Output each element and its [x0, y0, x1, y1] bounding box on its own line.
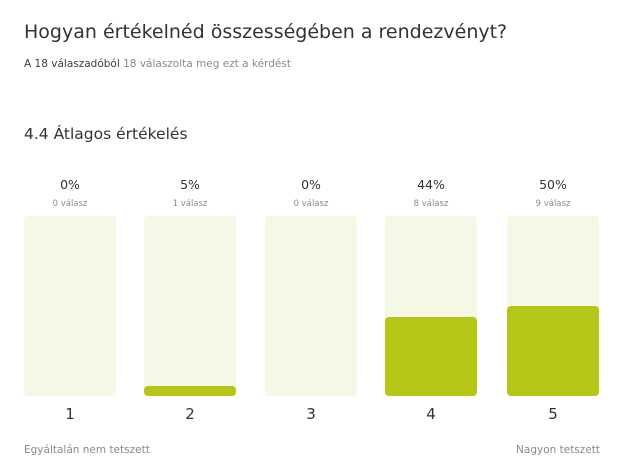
bar-track	[385, 216, 477, 396]
scale-high-label: Nagyon tetszett	[516, 444, 600, 456]
category-label: 3	[306, 405, 316, 423]
bar-percent-label: 50%	[539, 177, 567, 192]
bar-count-label: 8 válasz	[413, 199, 449, 209]
scale-low-label: Egyáltalán nem tetszett	[24, 444, 150, 456]
bar-fill	[507, 306, 599, 396]
category-label: 1	[65, 405, 75, 423]
bar-count-label: 0 válasz	[52, 199, 88, 209]
average-rating: 4.4 Átlagos értékelés	[24, 125, 188, 143]
answered-text: válaszolta meg ezt a kérdést	[139, 58, 291, 70]
bar-count-label: 1 válasz	[172, 199, 208, 209]
bar-percent-label: 0%	[60, 177, 80, 192]
total-count: 18	[34, 58, 48, 70]
category-label: 4	[426, 405, 436, 423]
category-label: 2	[185, 405, 195, 423]
response-prefix: A	[24, 58, 32, 70]
bar-count-label: 9 válasz	[535, 199, 571, 209]
response-summary: A 18 válaszadóból 18 válaszolta meg ezt …	[24, 58, 291, 70]
bar-count-label: 0 válasz	[293, 199, 329, 209]
bar-track	[507, 216, 599, 396]
answered-count: 18	[123, 58, 137, 70]
category-label: 5	[548, 405, 558, 423]
bar-percent-label: 0%	[301, 177, 321, 192]
question-title: Hogyan értékelnéd összességében a rendez…	[24, 21, 508, 43]
bar-fill	[385, 317, 477, 396]
bar-percent-label: 44%	[417, 177, 445, 192]
bar-percent-label: 5%	[180, 177, 200, 192]
bar-track	[144, 216, 236, 396]
bar-track	[24, 216, 116, 396]
bar-track	[265, 216, 357, 396]
bar-fill	[144, 386, 236, 396]
total-word: válaszadóból	[51, 58, 120, 70]
